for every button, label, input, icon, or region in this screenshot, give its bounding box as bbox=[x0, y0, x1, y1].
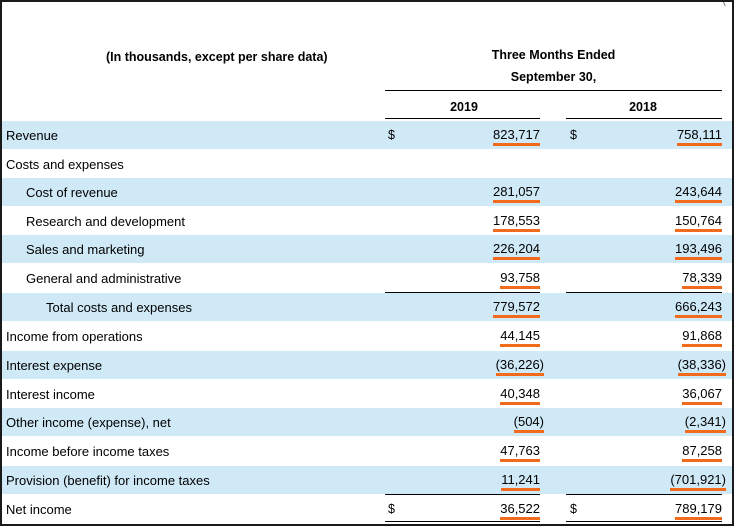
row-label: Provision (benefit) for income taxes bbox=[6, 473, 210, 488]
period-subheading: September 30, bbox=[510, 70, 597, 84]
value-2019: 36,522 bbox=[500, 501, 540, 520]
value-2019: 178,553 bbox=[493, 213, 540, 232]
total-line-2019 bbox=[385, 494, 540, 495]
currency-symbol: $ bbox=[388, 128, 395, 142]
total-line-2018 bbox=[566, 494, 722, 495]
row-label: Interest income bbox=[6, 387, 95, 402]
value-2019: 40,348 bbox=[500, 386, 540, 405]
currency-symbol: $ bbox=[388, 502, 395, 516]
value-2019: 779,572 bbox=[493, 299, 540, 318]
value-2018: 91,868 bbox=[682, 328, 722, 347]
units-note: (In thousands, except per share data) bbox=[106, 50, 328, 64]
table-row-net-income: Net income $ 36,522 $ 789,179 bbox=[2, 495, 732, 523]
value-2018: 87,258 bbox=[682, 443, 722, 462]
value-2018: 36,067 bbox=[682, 386, 722, 405]
row-label: General and administrative bbox=[26, 271, 182, 286]
corner-mark: ( bbox=[722, 0, 726, 7]
table-row-sales-marketing: Sales and marketing 226,204 193,496 bbox=[2, 235, 732, 263]
value-2018: 150,764 bbox=[675, 213, 722, 232]
table-row-interest-expense: Interest expense (36,226) (38,336) bbox=[2, 351, 732, 379]
row-label: Interest expense bbox=[6, 358, 103, 373]
row-label: Research and development bbox=[26, 214, 185, 229]
value-2019: 281,057 bbox=[493, 184, 540, 203]
row-label: Cost of revenue bbox=[26, 185, 118, 200]
value-2018: 789,179 bbox=[675, 501, 722, 520]
table-row-income-before-taxes: Income before income taxes 47,763 87,258 bbox=[2, 437, 732, 465]
year-2018-underline bbox=[566, 118, 722, 119]
currency-symbol: $ bbox=[570, 502, 577, 516]
value-2019: 93,758 bbox=[500, 270, 540, 289]
value-2018: 193,496 bbox=[675, 241, 722, 260]
value-2018: (38,336) bbox=[677, 357, 726, 376]
table-row-general-administrative: General and administrative 93,758 78,339 bbox=[2, 264, 732, 292]
value-2019: 11,241 bbox=[501, 472, 540, 491]
value-2019: 44,145 bbox=[500, 328, 540, 347]
table-row-research-development: Research and development 178,553 150,764 bbox=[2, 207, 732, 235]
value-2019: (504) bbox=[513, 414, 544, 433]
row-label: Costs and expenses bbox=[6, 157, 124, 172]
subtotal-line-2019 bbox=[385, 292, 540, 293]
row-label: Revenue bbox=[6, 128, 59, 143]
value-2019: 47,763 bbox=[500, 443, 540, 462]
value-2018: 666,243 bbox=[675, 299, 722, 318]
row-label: Income from operations bbox=[6, 329, 143, 344]
row-label: Total costs and expenses bbox=[46, 300, 192, 315]
value-2018: 78,339 bbox=[682, 270, 722, 289]
value-2018: 758,111 bbox=[676, 127, 722, 146]
table-row-interest-income: Interest income 40,348 36,067 bbox=[2, 380, 732, 408]
row-label: Sales and marketing bbox=[26, 242, 145, 257]
currency-symbol: $ bbox=[570, 128, 577, 142]
value-2018: 243,644 bbox=[675, 184, 722, 203]
period-heading: Three Months Ended bbox=[491, 48, 616, 62]
column-header-2018: 2018 bbox=[629, 100, 657, 114]
subtotal-line-2018 bbox=[566, 292, 722, 293]
value-2018: (2,341) bbox=[684, 414, 726, 433]
value-2019: 823,717 bbox=[493, 127, 540, 146]
row-label: Net income bbox=[6, 502, 72, 517]
row-label: Other income (expense), net bbox=[6, 415, 171, 430]
table-row-total-costs: Total costs and expenses 779,572 666,243 bbox=[2, 293, 732, 321]
row-label: Income before income taxes bbox=[6, 444, 170, 459]
table-row-provision-taxes: Provision (benefit) for income taxes 11,… bbox=[2, 466, 732, 494]
period-underline bbox=[385, 90, 722, 91]
value-2019: 226,204 bbox=[493, 241, 540, 260]
table-row-income-from-operations: Income from operations 44,145 91,868 bbox=[2, 322, 732, 350]
column-header-2019: 2019 bbox=[450, 100, 478, 114]
table-row-revenue: Revenue $ 823,717 $ 758,111 bbox=[2, 121, 732, 149]
table-row-costs-header: Costs and expenses bbox=[2, 150, 732, 178]
net-double-line-2018 bbox=[566, 521, 722, 524]
value-2018: (701,921) bbox=[670, 472, 726, 491]
table-row-cost-of-revenue: Cost of revenue 281,057 243,644 bbox=[2, 178, 732, 206]
year-2019-underline bbox=[385, 118, 540, 119]
value-2019: (36,226) bbox=[495, 357, 544, 376]
table-row-other-income: Other income (expense), net (504) (2,341… bbox=[2, 408, 732, 436]
net-double-line-2019 bbox=[385, 521, 540, 524]
